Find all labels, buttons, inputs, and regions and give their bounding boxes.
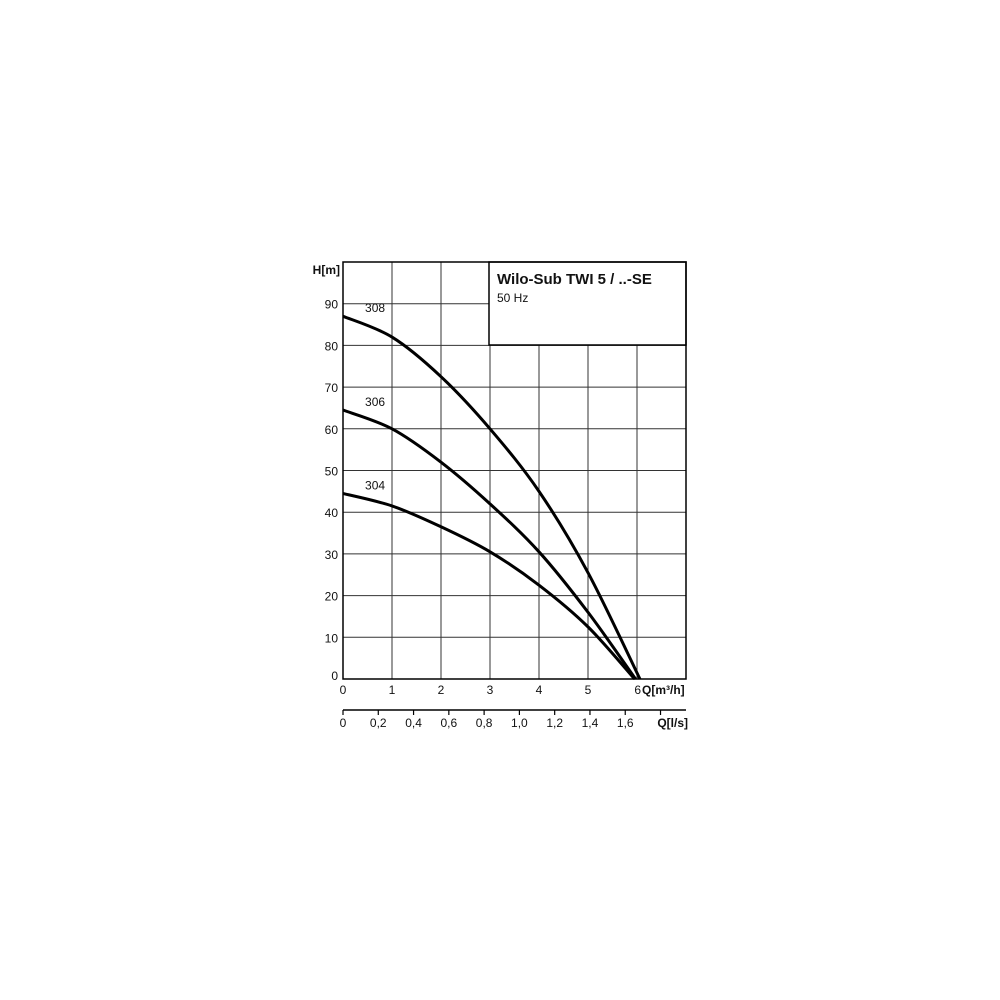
x2-tick-label: 1,0 xyxy=(511,716,528,730)
y-tick-label: 70 xyxy=(325,381,339,395)
x-tick-label: 3 xyxy=(487,683,494,697)
x-tick-label: 6 xyxy=(634,683,641,697)
curve-label-308: 308 xyxy=(365,301,385,315)
chart-subtitle: 50 Hz xyxy=(497,291,528,305)
x-tick-label: 4 xyxy=(536,683,543,697)
x2-tick-label: 1,4 xyxy=(582,716,599,730)
y-tick-label: 0 xyxy=(331,669,338,683)
x2-tick-label: 1,2 xyxy=(546,716,563,730)
x2-tick-label: 0,4 xyxy=(405,716,422,730)
y-tick-label: 40 xyxy=(325,506,339,520)
y-tick-label: 80 xyxy=(325,339,339,353)
x-tick-label: 1 xyxy=(389,683,396,697)
y-tick-label: 20 xyxy=(325,590,339,604)
curves: 308 306 304 xyxy=(342,301,642,680)
x2-tick-label: 0,8 xyxy=(476,716,493,730)
y-tick-label: 30 xyxy=(325,548,339,562)
x2-tick-label: 0,2 xyxy=(370,716,387,730)
curve-label-306: 306 xyxy=(365,395,385,409)
x2-tick-label: 1,6 xyxy=(617,716,634,730)
y-tick-label: 50 xyxy=(325,465,339,479)
y-tick-label: 90 xyxy=(325,298,339,312)
curve-label-304: 304 xyxy=(365,478,385,492)
x-tick-label: 5 xyxy=(585,683,592,697)
x2-tick-label: 0 xyxy=(340,716,347,730)
y-axis-label: H[m] xyxy=(313,263,340,277)
chart-title: Wilo-Sub TWI 5 / ..-SE xyxy=(497,271,652,288)
curve-308 xyxy=(342,314,642,680)
curve-306 xyxy=(342,408,637,680)
x-axis-label: Q[m³/h] xyxy=(642,683,685,697)
x-tick-label: 0 xyxy=(340,683,347,697)
y-tick-label: 60 xyxy=(325,423,339,437)
y-tick-label: 10 xyxy=(325,631,339,645)
x-tick-label: 2 xyxy=(438,683,445,697)
title-box xyxy=(488,261,687,346)
x2-tick-label: 0,6 xyxy=(440,716,457,730)
plot-frame xyxy=(342,261,687,680)
x2-axis-label: Q[l/s] xyxy=(657,716,688,730)
curve-304 xyxy=(342,491,636,680)
